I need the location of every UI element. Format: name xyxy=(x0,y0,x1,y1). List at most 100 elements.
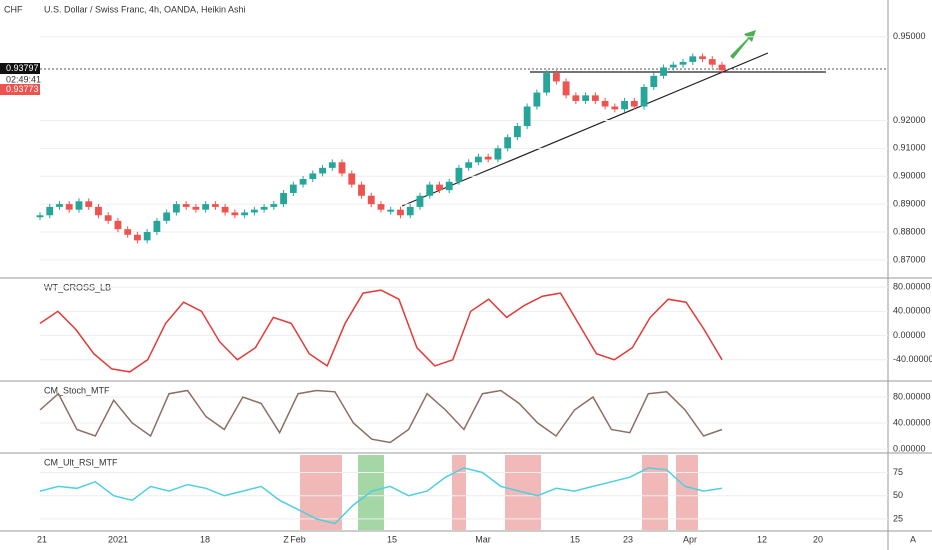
candle xyxy=(309,173,317,180)
candle xyxy=(289,184,297,193)
candle xyxy=(104,215,112,221)
last-price: 0.93797 xyxy=(6,63,39,73)
candle xyxy=(182,204,190,207)
y-tick-label: 0.92000 xyxy=(893,115,926,125)
y-tick-label: 80.00000 xyxy=(893,391,931,401)
candle xyxy=(231,212,239,216)
candle xyxy=(445,181,453,191)
candle xyxy=(708,59,716,65)
y-tick-label: 0.00000 xyxy=(893,330,926,340)
candle xyxy=(562,81,570,96)
candle xyxy=(465,162,473,168)
indicator-line xyxy=(39,389,723,444)
candle xyxy=(455,167,463,182)
price-badge xyxy=(0,63,40,74)
candle xyxy=(338,162,346,174)
x-tick-label: 21 xyxy=(37,534,47,544)
candle xyxy=(75,201,83,210)
candle xyxy=(172,204,180,213)
candle xyxy=(630,100,638,107)
y-tick-label: 0.90000 xyxy=(893,171,926,181)
bid-price: 0.93773 xyxy=(6,84,39,94)
candle xyxy=(241,212,249,216)
candle xyxy=(319,167,326,174)
x-tick-label: 12 xyxy=(757,534,767,544)
y-tick-label: 80.00000 xyxy=(893,281,931,291)
candle xyxy=(56,204,63,207)
candle xyxy=(377,204,385,210)
candle xyxy=(143,231,151,241)
candle xyxy=(640,86,648,107)
candle xyxy=(46,206,54,216)
candle xyxy=(367,195,375,205)
candle xyxy=(669,64,677,68)
candle xyxy=(660,67,667,76)
y-tick-label: 0.95000 xyxy=(893,31,926,41)
candle xyxy=(387,209,395,212)
trend-line xyxy=(401,52,769,207)
candle xyxy=(601,100,609,107)
indicator-line xyxy=(39,289,723,373)
candle xyxy=(484,156,492,160)
x-tick-label: Mar xyxy=(475,534,491,544)
candle xyxy=(328,162,336,168)
indicator-title: CM_Stoch_MTF xyxy=(44,385,110,395)
bid-badge xyxy=(0,84,40,95)
x-tick-label: 15 xyxy=(387,534,397,544)
y-tick-label: 0.89000 xyxy=(893,198,926,208)
x-tick-label: 18 xyxy=(200,534,210,544)
y-tick-label: 25 xyxy=(893,513,903,523)
y-tick-label: 0.87000 xyxy=(893,254,926,264)
candle xyxy=(591,95,599,101)
candle xyxy=(163,212,171,221)
x-tick-label: Apr xyxy=(683,534,697,544)
candle xyxy=(513,126,521,138)
candle xyxy=(221,206,229,213)
candle xyxy=(416,195,424,207)
candle xyxy=(153,220,161,232)
x-tick-label: Z xyxy=(283,534,289,544)
x-tick-label: 20 xyxy=(813,534,823,544)
corner-label: A xyxy=(910,534,916,544)
candle xyxy=(406,206,414,216)
candle xyxy=(192,206,200,210)
candle xyxy=(504,137,512,149)
candle xyxy=(270,204,278,207)
candle xyxy=(689,56,697,62)
chart-title: U.S. Dollar / Swiss Franc, 4h, OANDA, He… xyxy=(44,4,246,14)
candle xyxy=(552,73,560,82)
candle xyxy=(348,173,356,185)
candle xyxy=(621,100,628,110)
candle xyxy=(299,179,307,185)
candle xyxy=(475,156,482,163)
candle xyxy=(611,106,619,110)
candle xyxy=(718,64,726,71)
y-tick-label: 50 xyxy=(893,490,903,500)
candle xyxy=(85,201,93,207)
candle xyxy=(260,206,268,210)
candle xyxy=(211,204,219,207)
candle xyxy=(494,148,502,160)
candle xyxy=(134,234,141,241)
x-tick-label: 15 xyxy=(570,534,580,544)
candle xyxy=(572,95,580,101)
indicator-title: CM_Ult_RSI_MTF xyxy=(44,457,118,467)
candle xyxy=(202,204,210,210)
candle xyxy=(65,204,73,210)
candle xyxy=(114,220,122,230)
candle xyxy=(533,92,541,107)
y-tick-label: 75 xyxy=(893,467,903,477)
candle xyxy=(426,184,434,196)
candle xyxy=(95,206,102,216)
candle xyxy=(523,106,531,127)
x-tick-label: 2021 xyxy=(108,534,128,544)
y-tick-label: 40.00000 xyxy=(893,417,931,427)
symbol: CHF xyxy=(4,4,23,14)
candle xyxy=(650,75,658,87)
candle xyxy=(36,215,44,218)
candle xyxy=(250,209,258,213)
candle xyxy=(358,184,365,196)
y-tick-label: 0.91000 xyxy=(893,143,926,153)
indicator-line xyxy=(39,467,723,525)
